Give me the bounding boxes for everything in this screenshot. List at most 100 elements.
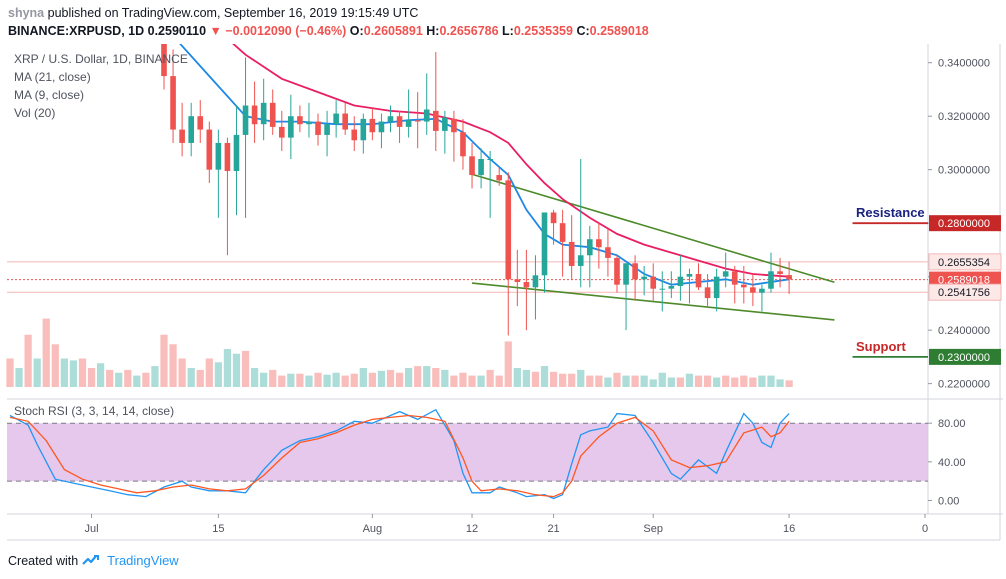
volume-bar xyxy=(785,380,793,387)
volume-bar xyxy=(269,369,277,387)
candle xyxy=(568,215,575,280)
change-down-icon: ▼ xyxy=(209,24,222,38)
rsi-tick-label: 40.00 xyxy=(938,457,966,469)
candle xyxy=(487,150,493,218)
candle xyxy=(777,257,783,288)
price-axis-label: 0.2589018 xyxy=(938,275,990,287)
volume-bar xyxy=(314,372,322,387)
volume-bar xyxy=(368,372,376,387)
chart-title: XRP / U.S. Dollar, 1D, BINANCE xyxy=(14,52,188,66)
candle-body xyxy=(161,44,167,77)
candle xyxy=(605,228,611,277)
price-axis-label-bg xyxy=(929,348,1001,365)
candle-body xyxy=(152,0,158,9)
candle-body xyxy=(586,239,593,256)
open-value: 0.2605891 xyxy=(363,24,423,38)
footer: Created with TradingView xyxy=(8,553,179,568)
candle xyxy=(369,108,376,141)
candle xyxy=(251,81,258,143)
price-change: −0.0012090 (−0.46%) xyxy=(225,24,347,38)
volume-bar xyxy=(577,369,585,387)
volume-bar xyxy=(486,369,494,387)
volume-bar xyxy=(631,375,639,387)
candle xyxy=(668,271,675,299)
volume-bar xyxy=(341,375,349,387)
candle-body xyxy=(487,158,493,160)
candle-body xyxy=(170,76,176,130)
volume-bar xyxy=(522,369,531,387)
volume-bar xyxy=(703,375,712,387)
trendline xyxy=(471,173,835,284)
volume-bar xyxy=(613,372,621,387)
publish-line: shyna published on TradingView.com, Sept… xyxy=(8,6,418,20)
candle-body xyxy=(432,110,439,131)
chart-header: shyna published on TradingView.com, Sept… xyxy=(0,0,1006,44)
indicator-legend: MA (21, close) xyxy=(14,70,91,84)
candle-body xyxy=(333,113,339,125)
candle-body xyxy=(242,105,249,135)
candle xyxy=(315,113,321,146)
volume-bar xyxy=(133,375,141,387)
volume-bar xyxy=(513,368,521,387)
candle xyxy=(387,105,394,133)
price-tick-label: 0.3400000 xyxy=(938,58,990,70)
volume-bar xyxy=(713,377,721,387)
volume-bar xyxy=(622,375,630,387)
candle-body xyxy=(786,275,792,280)
volume-bar xyxy=(305,375,313,387)
candle-body xyxy=(396,116,403,127)
volume-bar xyxy=(296,373,304,387)
volume-bar xyxy=(767,375,775,387)
price-axis-label: 0.2655354 xyxy=(938,257,990,269)
volume-bar xyxy=(432,368,440,387)
candle-body xyxy=(768,271,774,289)
candle-body xyxy=(514,279,521,283)
candle-body xyxy=(378,121,385,133)
candle xyxy=(197,100,204,143)
volume-bar xyxy=(260,372,268,387)
candle xyxy=(179,102,185,157)
close-value: 0.2589018 xyxy=(589,24,649,38)
candle xyxy=(731,265,738,304)
volume-bar xyxy=(549,371,558,387)
candle-body xyxy=(278,126,285,138)
candle-body xyxy=(405,120,412,127)
volume-bar xyxy=(214,362,222,387)
candlesticks xyxy=(152,0,792,336)
candle xyxy=(451,110,457,162)
candle xyxy=(704,273,711,307)
volume-bar xyxy=(504,341,512,387)
candle-body xyxy=(369,118,376,133)
high-value: 0.2656786 xyxy=(439,24,499,38)
tradingview-brand[interactable]: TradingView xyxy=(107,553,179,568)
candle xyxy=(224,137,231,256)
candle-body xyxy=(523,282,530,288)
volume-bar xyxy=(395,372,404,387)
time-tick-label: 16 xyxy=(783,523,795,535)
low-label: L: xyxy=(502,24,514,38)
candle-body xyxy=(179,129,185,143)
candle-body xyxy=(505,180,512,280)
volume-bar xyxy=(350,373,358,387)
candle xyxy=(523,249,530,331)
candle xyxy=(423,73,430,135)
author-name[interactable]: shyna xyxy=(8,6,45,20)
volume-bar xyxy=(278,375,286,387)
candle-body xyxy=(315,121,321,135)
volume-bar xyxy=(160,334,168,387)
volume-bar xyxy=(722,375,730,387)
trendlines[interactable] xyxy=(471,173,835,321)
candle xyxy=(269,89,276,135)
candle xyxy=(786,261,792,294)
time-tick-label: Sep xyxy=(643,523,663,535)
candle-body xyxy=(224,142,231,172)
candle-body xyxy=(206,129,213,170)
volume-bar xyxy=(51,344,59,387)
volume-bar xyxy=(42,318,50,387)
candle xyxy=(170,49,176,143)
candle-body xyxy=(532,275,539,288)
candle-body xyxy=(215,142,222,170)
candle xyxy=(768,252,774,293)
